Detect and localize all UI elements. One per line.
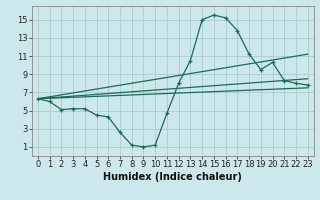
X-axis label: Humidex (Indice chaleur): Humidex (Indice chaleur) — [103, 172, 242, 182]
